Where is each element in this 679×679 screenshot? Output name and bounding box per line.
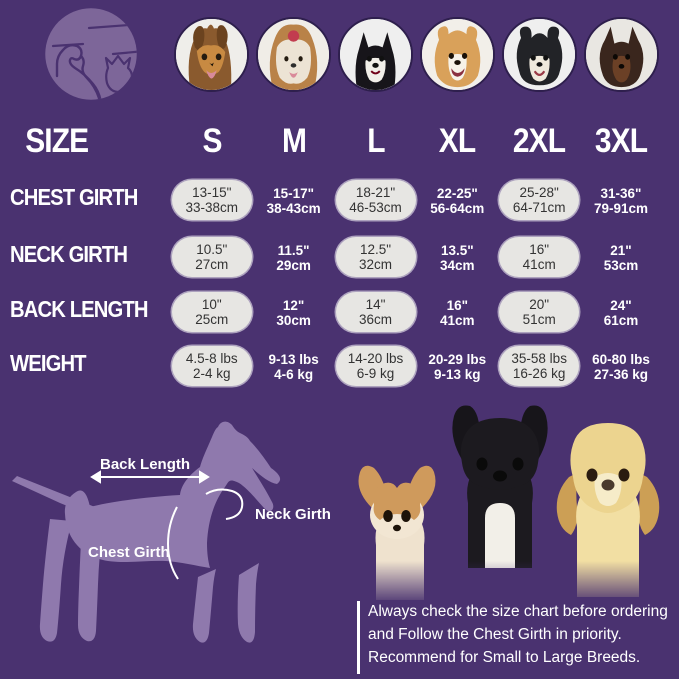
svg-text:Back Length: Back Length	[100, 456, 190, 473]
svg-text:Neck Girth: Neck Girth	[255, 506, 331, 523]
svg-text:Chest Girth: Chest Girth	[88, 544, 170, 561]
